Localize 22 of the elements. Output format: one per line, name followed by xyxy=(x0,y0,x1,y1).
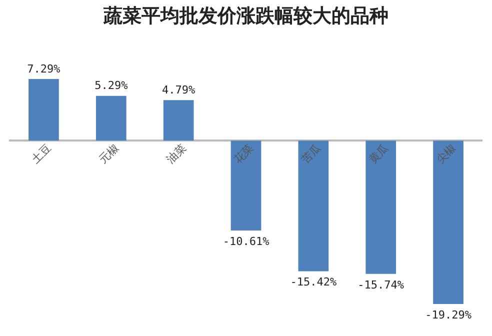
bar xyxy=(230,140,262,230)
bar xyxy=(163,100,194,141)
data-label: -10.61% xyxy=(222,234,270,248)
data-label: 7.29% xyxy=(27,62,61,76)
data-label: 4.79% xyxy=(162,83,196,96)
chart-title: 蔬菜平均批发价涨跌幅较大的品种 xyxy=(102,4,390,29)
bar xyxy=(433,140,464,304)
bar xyxy=(96,96,126,141)
bar xyxy=(28,78,59,141)
data-label: -19.29% xyxy=(425,308,472,322)
x-tick-label: 苦瓜 xyxy=(298,142,324,166)
data-label: -15.74% xyxy=(358,278,404,292)
x-tick-label: 尖椒 xyxy=(434,142,458,166)
bar xyxy=(366,140,396,274)
bar xyxy=(298,140,329,272)
x-tick-label: 土豆 xyxy=(29,142,54,166)
data-label: 5.29% xyxy=(94,79,128,92)
x-tick-label: 花菜 xyxy=(231,142,256,166)
data-label: -15.42% xyxy=(290,276,337,289)
x-tick-label: 黄瓜 xyxy=(366,142,391,166)
x-tick-label: 油菜 xyxy=(164,142,189,166)
x-tick-label: 元椒 xyxy=(96,142,122,166)
